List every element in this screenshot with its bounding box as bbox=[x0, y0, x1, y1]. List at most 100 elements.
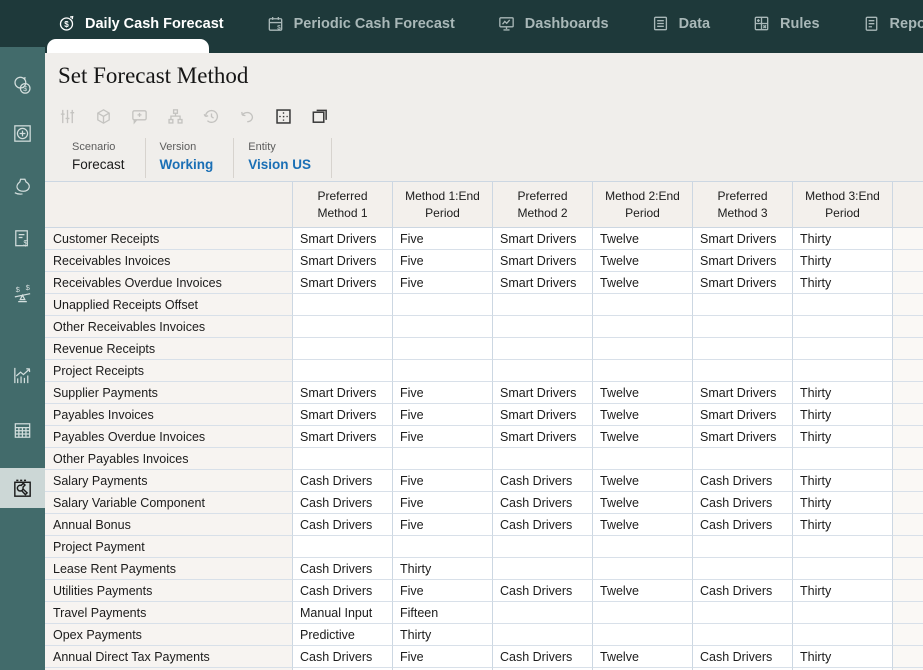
nav-tab-dashboards[interactable]: Dashboards bbox=[497, 14, 609, 33]
coins-icon[interactable]: $ bbox=[0, 65, 45, 105]
cube-icon[interactable] bbox=[94, 107, 113, 126]
grid-cell-partial[interactable] bbox=[893, 294, 923, 316]
grid-cell[interactable]: Thirty bbox=[793, 404, 893, 426]
growth-chart-icon[interactable] bbox=[0, 355, 45, 395]
grid-cell[interactable]: Five bbox=[393, 404, 493, 426]
grid-cell[interactable] bbox=[393, 448, 493, 470]
grid-cell[interactable] bbox=[793, 602, 893, 624]
grid-cell[interactable] bbox=[593, 624, 693, 646]
grid-cell[interactable] bbox=[793, 360, 893, 382]
grid-cell[interactable]: Cash Drivers bbox=[293, 580, 393, 602]
grid-cell[interactable]: Cash Drivers bbox=[493, 646, 593, 668]
grid-cell[interactable]: Twelve bbox=[593, 228, 693, 250]
grid-cell[interactable] bbox=[593, 602, 693, 624]
grid-cell[interactable]: Smart Drivers bbox=[693, 250, 793, 272]
grid-cell[interactable]: Thirty bbox=[793, 272, 893, 294]
grid-cell-partial[interactable] bbox=[893, 382, 923, 404]
grid-cell[interactable]: Twelve bbox=[593, 514, 693, 536]
grid-cell[interactable] bbox=[693, 558, 793, 580]
nav-tab-rules[interactable]: Rules bbox=[752, 14, 820, 33]
grid-cell[interactable]: Smart Drivers bbox=[693, 404, 793, 426]
grid-cell[interactable]: Cash Drivers bbox=[693, 646, 793, 668]
grid-cell-partial[interactable] bbox=[893, 470, 923, 492]
grid-cell[interactable] bbox=[793, 338, 893, 360]
grid-cell[interactable] bbox=[693, 338, 793, 360]
grid-cell-partial[interactable] bbox=[893, 316, 923, 338]
forecast-settings-wrench-icon[interactable] bbox=[0, 468, 45, 508]
grid-cell[interactable]: Smart Drivers bbox=[693, 426, 793, 448]
grid-cell[interactable]: Five bbox=[393, 228, 493, 250]
grid-cell[interactable]: Five bbox=[393, 492, 493, 514]
grid-cell[interactable]: Thirty bbox=[793, 646, 893, 668]
grid-cell-partial[interactable] bbox=[893, 624, 923, 646]
grid-cell[interactable]: Manual Input bbox=[293, 602, 393, 624]
grid-cell[interactable]: Cash Drivers bbox=[293, 514, 393, 536]
grid-cell[interactable]: Cash Drivers bbox=[293, 492, 393, 514]
hierarchy-icon[interactable] bbox=[166, 107, 185, 126]
grid-cell[interactable]: Five bbox=[393, 382, 493, 404]
grid-cell[interactable]: Cash Drivers bbox=[293, 470, 393, 492]
grid-cell[interactable]: Five bbox=[393, 646, 493, 668]
grid-cell[interactable] bbox=[393, 360, 493, 382]
open-window-icon[interactable] bbox=[310, 107, 329, 126]
grid-cell[interactable] bbox=[493, 316, 593, 338]
grid-cell[interactable] bbox=[493, 624, 593, 646]
grid-cell-partial[interactable] bbox=[893, 426, 923, 448]
grid-cell[interactable] bbox=[293, 448, 393, 470]
grid-cell[interactable] bbox=[293, 536, 393, 558]
grid-cell[interactable] bbox=[593, 294, 693, 316]
grid-cell[interactable]: Thirty bbox=[793, 382, 893, 404]
grid-cell[interactable]: Twelve bbox=[593, 580, 693, 602]
grid-cell[interactable]: Predictive bbox=[293, 624, 393, 646]
grid-cell[interactable] bbox=[593, 448, 693, 470]
grid-select-icon[interactable] bbox=[274, 107, 293, 126]
grid-cell[interactable]: Smart Drivers bbox=[293, 272, 393, 294]
grid-cell-partial[interactable] bbox=[893, 492, 923, 514]
grid-cell[interactable] bbox=[493, 668, 593, 670]
grid-cell[interactable] bbox=[293, 338, 393, 360]
grid-cell-partial[interactable] bbox=[893, 228, 923, 250]
pov-version[interactable]: Version Working bbox=[146, 138, 235, 178]
grid-cell-partial[interactable] bbox=[893, 448, 923, 470]
grid-cell[interactable]: Cash Drivers bbox=[493, 470, 593, 492]
grid-cell[interactable] bbox=[593, 360, 693, 382]
grid-cell[interactable]: Smart Drivers bbox=[693, 382, 793, 404]
grid-cell[interactable]: Smart Drivers bbox=[493, 250, 593, 272]
grid-cell[interactable]: Thirty bbox=[793, 580, 893, 602]
grid-cell[interactable]: Thirty bbox=[793, 514, 893, 536]
grid-cell[interactable]: Cash Drivers bbox=[493, 514, 593, 536]
cash-balance-scale-icon[interactable]: $ $ bbox=[0, 273, 45, 313]
grid-cell[interactable]: Cash Drivers bbox=[293, 646, 393, 668]
grid-cell[interactable]: Twelve bbox=[593, 250, 693, 272]
nav-tab-daily-cash-forecast[interactable]: $ Daily Cash Forecast bbox=[57, 14, 224, 33]
grid-cell[interactable]: Cash Drivers bbox=[493, 580, 593, 602]
grid-cell[interactable]: Cash Drivers bbox=[493, 492, 593, 514]
grid-cell[interactable] bbox=[793, 558, 893, 580]
grid-cell[interactable]: Smart Drivers bbox=[293, 382, 393, 404]
grid-cell[interactable]: Twelve bbox=[593, 646, 693, 668]
grid-cell[interactable] bbox=[693, 536, 793, 558]
grid-cell[interactable] bbox=[593, 668, 693, 670]
grid-cell[interactable] bbox=[493, 448, 593, 470]
grid-cell-partial[interactable] bbox=[893, 338, 923, 360]
grid-cell-partial[interactable] bbox=[893, 602, 923, 624]
grid-cell[interactable]: Smart Drivers bbox=[293, 426, 393, 448]
grid-cell[interactable] bbox=[393, 338, 493, 360]
grid-cell[interactable]: Twelve bbox=[593, 382, 693, 404]
grid-cell[interactable] bbox=[693, 668, 793, 670]
grid-cell[interactable]: Thirty bbox=[793, 492, 893, 514]
nav-tab-reports[interactable]: Reports bbox=[862, 14, 923, 33]
data-grid-icon[interactable] bbox=[0, 410, 45, 450]
grid-cell[interactable]: Smart Drivers bbox=[493, 272, 593, 294]
comment-add-icon[interactable] bbox=[130, 107, 149, 126]
grid-cell[interactable]: Thirty bbox=[793, 470, 893, 492]
grid-cell[interactable]: Five bbox=[393, 514, 493, 536]
adjust-sliders-icon[interactable] bbox=[58, 107, 77, 126]
grid-cell[interactable]: Thirty bbox=[793, 250, 893, 272]
grid-cell-partial[interactable] bbox=[893, 250, 923, 272]
grid-cell-partial[interactable] bbox=[893, 536, 923, 558]
grid-cell[interactable]: Five bbox=[393, 272, 493, 294]
grid-cell[interactable]: Twelve bbox=[593, 470, 693, 492]
grid-cell[interactable] bbox=[393, 536, 493, 558]
nav-tab-data[interactable]: Data bbox=[651, 14, 710, 33]
